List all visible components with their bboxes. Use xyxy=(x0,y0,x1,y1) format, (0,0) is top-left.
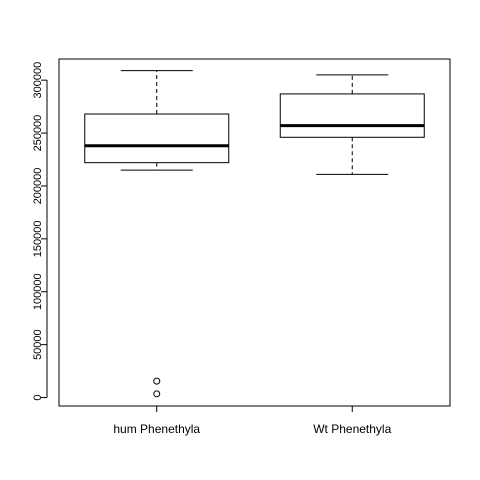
outlier-point xyxy=(153,377,161,385)
x-tick-label: hum Phenethyla xyxy=(113,422,200,436)
y-tick-label: 250000 xyxy=(32,115,44,152)
boxes xyxy=(84,70,425,398)
y-tick-label: 50000 xyxy=(32,329,44,360)
box-group xyxy=(279,74,425,175)
plot-frame xyxy=(58,58,451,407)
iqr-box xyxy=(279,93,425,138)
y-tick-label: 300000 xyxy=(32,62,44,99)
iqr-box xyxy=(84,113,230,164)
box-group xyxy=(84,70,230,398)
y-tick-label: 200000 xyxy=(32,168,44,205)
x-tick-label: Wt Phenethyla xyxy=(313,422,391,436)
y-tick-label: 100000 xyxy=(32,273,44,310)
y-tick-label: 150000 xyxy=(32,220,44,257)
y-axis: 0 50000 100000 150000 200000 250000 300000 xyxy=(32,62,48,401)
x-axis: hum Phenethyla Wt Phenethyla xyxy=(113,406,392,436)
outlier-point xyxy=(153,390,161,398)
y-tick-label: 0 xyxy=(32,394,44,400)
